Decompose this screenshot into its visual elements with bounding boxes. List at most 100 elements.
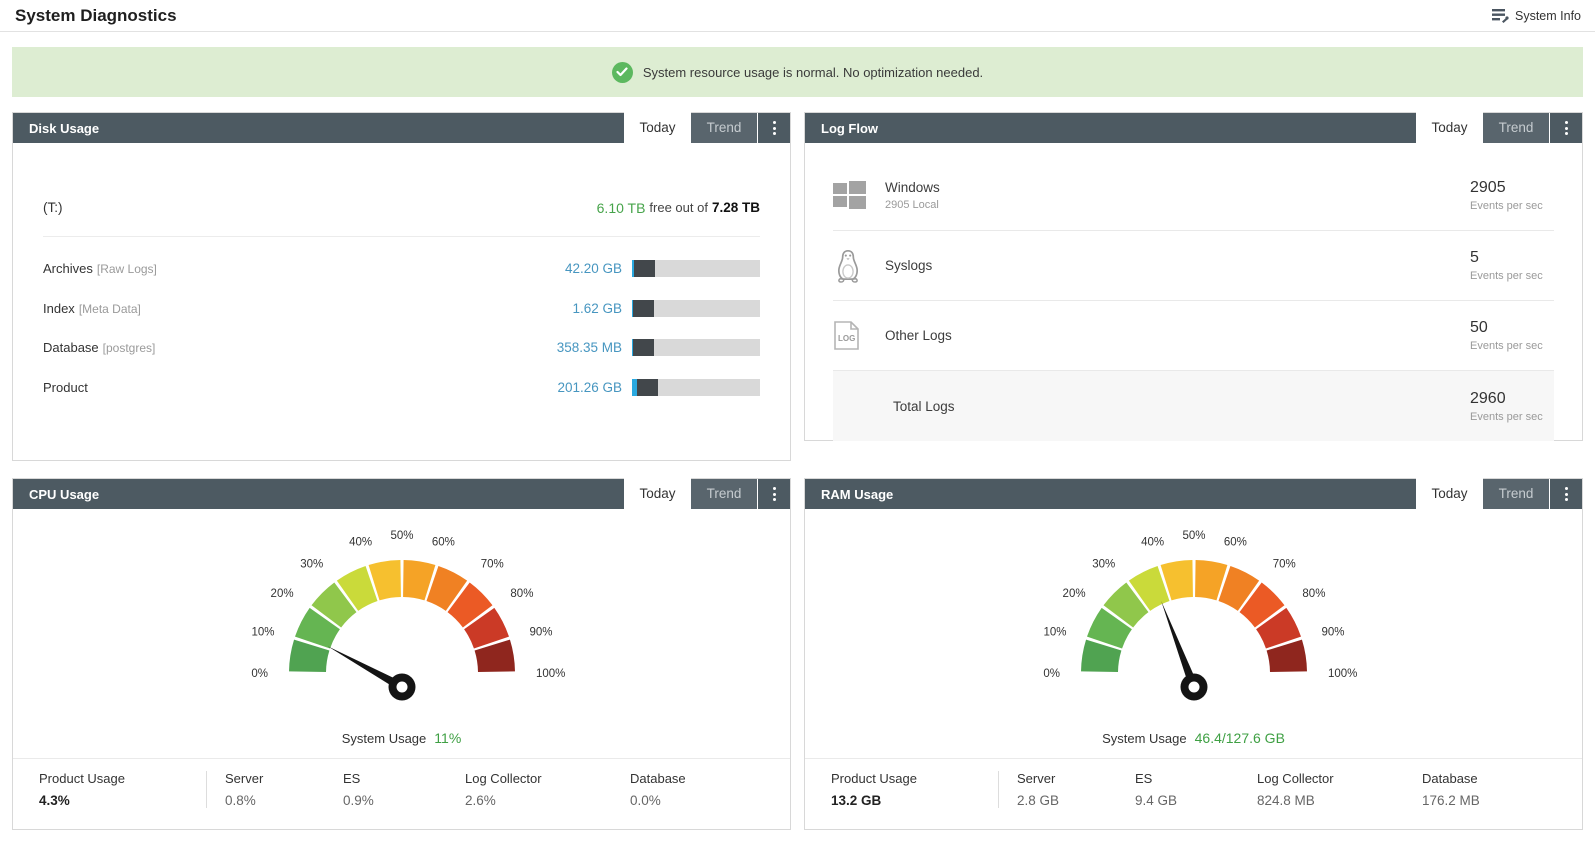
disk-row-database: Database [postgres] 358.35 MB bbox=[43, 328, 760, 368]
svg-text:90%: 90% bbox=[529, 627, 552, 639]
cpu-stats-row: Product Usage 4.3% Server 0.8% ES 0.9% L… bbox=[13, 759, 790, 808]
status-banner: System resource usage is normal. No opti… bbox=[12, 47, 1583, 97]
stat-server: Server 2.8 GB bbox=[1017, 771, 1060, 808]
stat-database: Database 0.0% bbox=[630, 771, 686, 808]
cpu-gauge-value: 11% bbox=[434, 730, 462, 746]
log-row-label: Syslogs bbox=[885, 258, 933, 273]
log-row-unit: Events per sec bbox=[1470, 340, 1543, 352]
log-row-label: Windows bbox=[885, 180, 940, 195]
drive-name: (T:) bbox=[43, 200, 63, 215]
stat-es: ES 0.9% bbox=[343, 771, 374, 808]
log-row-unit: Events per sec bbox=[1470, 410, 1543, 423]
disk-row-archives: Archives [Raw Logs] 42.20 GB bbox=[43, 249, 760, 289]
svg-text:80%: 80% bbox=[1302, 588, 1325, 600]
system-info-button[interactable]: System Info bbox=[1492, 8, 1581, 23]
disk-tab-today[interactable]: Today bbox=[624, 110, 691, 146]
logflow-tab-trend[interactable]: Trend bbox=[1483, 113, 1550, 143]
disk-row-sublabel: [Meta Data] bbox=[78, 301, 141, 316]
stat-es: ES 9.4 GB bbox=[1135, 771, 1178, 808]
page-title: System Diagnostics bbox=[15, 5, 177, 25]
log-flow-header: Log Flow Today Trend bbox=[805, 110, 1582, 146]
logflow-menu-button[interactable] bbox=[1550, 113, 1582, 143]
disk-usage-header: Disk Usage Today Trend bbox=[13, 110, 790, 146]
cpu-tab-today[interactable]: Today bbox=[624, 476, 691, 512]
disk-tab-trend[interactable]: Trend bbox=[691, 113, 758, 143]
ram-usage-header: RAM Usage Today Trend bbox=[805, 476, 1582, 512]
system-info-label: System Info bbox=[1515, 8, 1581, 23]
ram-tab-today[interactable]: Today bbox=[1416, 476, 1483, 512]
windows-icon bbox=[833, 181, 866, 209]
cpu-usage-title: CPU Usage bbox=[29, 486, 100, 502]
disk-row-product: Product 201.26 GB bbox=[43, 368, 760, 408]
svg-text:60%: 60% bbox=[431, 537, 454, 549]
linux-penguin-icon bbox=[838, 249, 858, 283]
drive-row: (T:) 6.10 TB free out of 7.28 TB bbox=[43, 179, 760, 236]
disk-usage-bar bbox=[632, 299, 760, 317]
log-file-icon: LOG bbox=[834, 321, 859, 350]
drive-free-text: free out of bbox=[649, 200, 708, 215]
cpu-gauge-chart: 0% 10% 20% 30% 40% 50% 60% 70% 80% 90% 100% bbox=[232, 517, 572, 728]
svg-text:0%: 0% bbox=[1043, 668, 1060, 680]
log-row-value: 2960 bbox=[1470, 389, 1506, 407]
svg-text:70%: 70% bbox=[480, 559, 503, 571]
log-row-syslogs: Syslogs 5 Events per sec bbox=[833, 231, 1554, 301]
disk-row-value: 1.62 GB bbox=[572, 300, 622, 316]
stat-server: Server 0.8% bbox=[225, 771, 264, 808]
log-row-value: 50 bbox=[1470, 319, 1488, 336]
stat-log-collector: Log Collector 2.6% bbox=[465, 771, 542, 808]
disk-row-value: 201.26 GB bbox=[557, 379, 622, 395]
log-row-total: Total Logs 2960 Events per sec bbox=[833, 371, 1554, 441]
ram-menu-button[interactable] bbox=[1550, 479, 1582, 509]
cpu-tab-trend[interactable]: Trend bbox=[691, 479, 758, 509]
divider bbox=[43, 236, 760, 237]
ram-tab-trend[interactable]: Trend bbox=[1483, 479, 1550, 509]
ram-gauge-caption: System Usage bbox=[1102, 731, 1187, 746]
cpu-gauge: 0% 10% 20% 30% 40% 50% 60% 70% 80% 90% 100% System… bbox=[13, 509, 790, 746]
disk-row-sublabel: [Raw Logs] bbox=[96, 262, 157, 277]
stat-database: Database 176.2 MB bbox=[1422, 771, 1480, 808]
svg-text:40%: 40% bbox=[1141, 537, 1164, 549]
stat-log-collector: Log Collector 824.8 MB bbox=[1257, 771, 1334, 808]
cpu-menu-button[interactable] bbox=[758, 479, 790, 509]
divider bbox=[13, 758, 790, 759]
log-row-windows: Windows 2905 Local 2905 Events per sec bbox=[833, 161, 1554, 231]
svg-text:0%: 0% bbox=[251, 668, 268, 680]
stat-product-usage: Product Usage 13.2 GB bbox=[831, 771, 999, 808]
svg-text:40%: 40% bbox=[349, 537, 372, 549]
svg-text:10%: 10% bbox=[251, 627, 274, 639]
log-row-unit: Events per sec bbox=[1470, 270, 1543, 282]
log-row-value: 5 bbox=[1470, 249, 1479, 266]
log-row-label: Total Logs bbox=[893, 398, 955, 414]
disk-menu-button[interactable] bbox=[758, 113, 790, 143]
ram-gauge: 0% 10% 20% 30% 40% 50% 60% 70% 80% 90% 100% System… bbox=[805, 509, 1582, 746]
disk-row-sublabel: [postgres] bbox=[102, 341, 156, 356]
svg-text:20%: 20% bbox=[1062, 588, 1085, 600]
ram-usage-title: RAM Usage bbox=[821, 486, 894, 502]
svg-text:80%: 80% bbox=[510, 588, 533, 600]
drive-total-value: 7.28 TB bbox=[711, 200, 760, 215]
stat-product-usage: Product Usage 4.3% bbox=[39, 771, 207, 808]
disk-row-label: Index bbox=[43, 300, 75, 316]
divider bbox=[805, 758, 1582, 759]
svg-text:LOG: LOG bbox=[838, 334, 855, 343]
logflow-tab-today[interactable]: Today bbox=[1416, 110, 1483, 146]
panel-ram-usage: RAM Usage Today Trend 0% 10% 20% 30% 40% 50% 6… bbox=[804, 476, 1583, 830]
ram-stats-row: Product Usage 13.2 GB Server 2.8 GB ES 9… bbox=[805, 759, 1582, 808]
log-flow-body: Windows 2905 Local 2905 Events per sec bbox=[805, 161, 1582, 441]
status-banner-message: System resource usage is normal. No opti… bbox=[642, 64, 984, 80]
svg-text:70%: 70% bbox=[1272, 559, 1295, 571]
log-row-label: Other Logs bbox=[885, 328, 952, 343]
disk-usage-bar bbox=[632, 260, 760, 278]
svg-text:10%: 10% bbox=[1043, 627, 1066, 639]
check-circle-icon bbox=[611, 61, 633, 83]
log-flow-title: Log Flow bbox=[821, 120, 879, 136]
svg-text:30%: 30% bbox=[300, 559, 323, 571]
disk-usage-body: (T:) 6.10 TB free out of 7.28 TB Archive… bbox=[13, 179, 790, 407]
svg-text:100%: 100% bbox=[536, 668, 565, 680]
cpu-gauge-caption: System Usage bbox=[341, 731, 427, 746]
svg-text:50%: 50% bbox=[1182, 530, 1205, 542]
disk-row-label: Product bbox=[43, 379, 88, 395]
svg-text:30%: 30% bbox=[1092, 559, 1115, 571]
panel-log-flow: Log Flow Today Trend Windows 2905 Local bbox=[804, 110, 1583, 441]
log-row-sublabel: 2905 Local bbox=[885, 199, 939, 211]
